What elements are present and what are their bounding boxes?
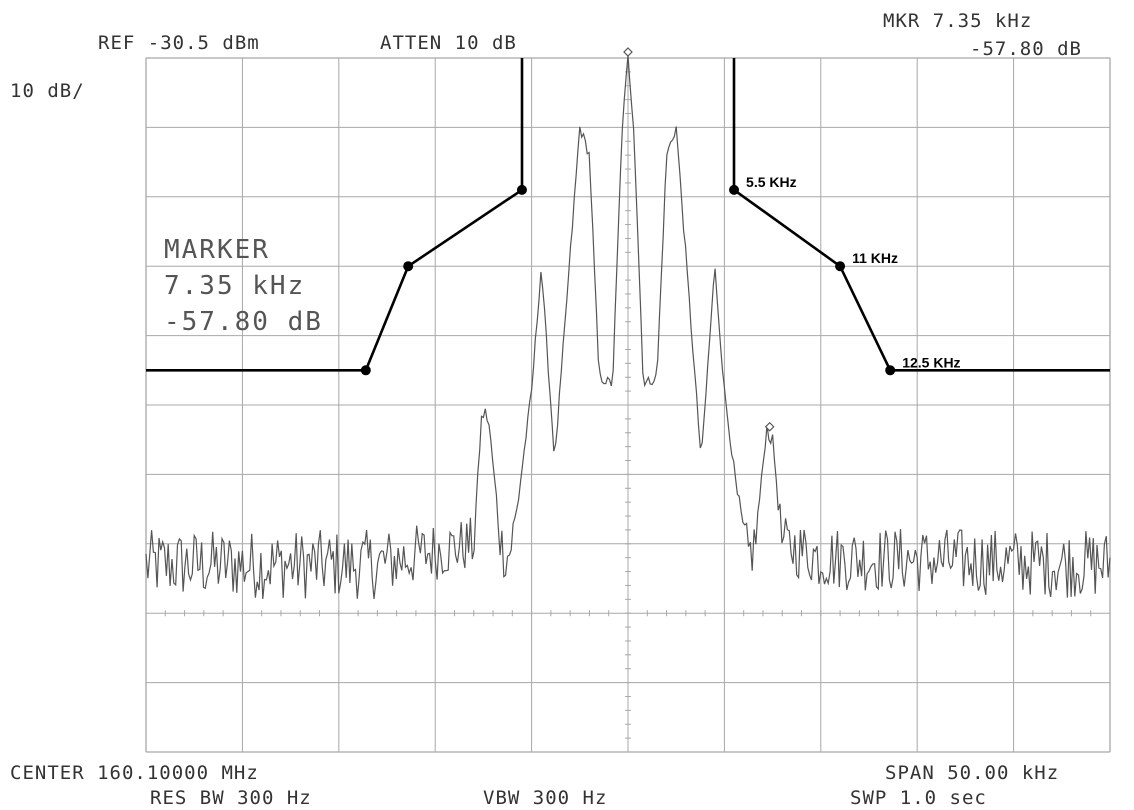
sweep-time-label: SWP 1.0 sec bbox=[850, 787, 987, 809]
center-frequency-label: CENTER 160.10000 MHz bbox=[10, 762, 259, 784]
marker-layer bbox=[623, 47, 775, 432]
marker-box-title: MARKER bbox=[164, 235, 270, 265]
mask-vertex-dot bbox=[729, 184, 740, 195]
mask-label: 12.5 KHz bbox=[902, 354, 960, 370]
marker-box-frequency: 7.35 kHz bbox=[164, 271, 305, 301]
marker-box-level: -57.80 dB bbox=[164, 307, 323, 337]
span-label: SPAN 50.00 kHz bbox=[885, 762, 1060, 784]
ref-level-label: REF -30.5 dBm bbox=[98, 32, 260, 54]
attenuation-label: ATTEN 10 dB bbox=[380, 32, 517, 54]
graticule bbox=[145, 57, 1111, 753]
marker-level-readout: -57.80 dB bbox=[970, 38, 1082, 60]
trace-marker-diamond bbox=[623, 47, 633, 57]
emission-mask-layer: 5.5 KHz 11 KHz 12.5 KHz bbox=[146, 58, 1110, 376]
mask-vertex-dot bbox=[885, 365, 896, 376]
scale-label: 10 dB/ bbox=[10, 80, 85, 102]
marker-frequency-readout: MKR 7.35 kHz bbox=[883, 10, 1033, 32]
mask-line-upper bbox=[732, 58, 1110, 372]
mask-label: 11 KHz bbox=[852, 250, 898, 266]
resolution-bandwidth-label: RES BW 300 Hz bbox=[150, 787, 312, 809]
mask-label: 5.5 KHz bbox=[746, 174, 797, 190]
mask-vertex-dot bbox=[516, 184, 527, 195]
mask-vertex-dot bbox=[835, 261, 846, 272]
mask-vertex-dot bbox=[403, 261, 414, 272]
mask-vertex-dot bbox=[360, 365, 371, 376]
video-bandwidth-label: VBW 300 Hz bbox=[483, 787, 608, 809]
trace-marker-diamond bbox=[764, 421, 775, 432]
